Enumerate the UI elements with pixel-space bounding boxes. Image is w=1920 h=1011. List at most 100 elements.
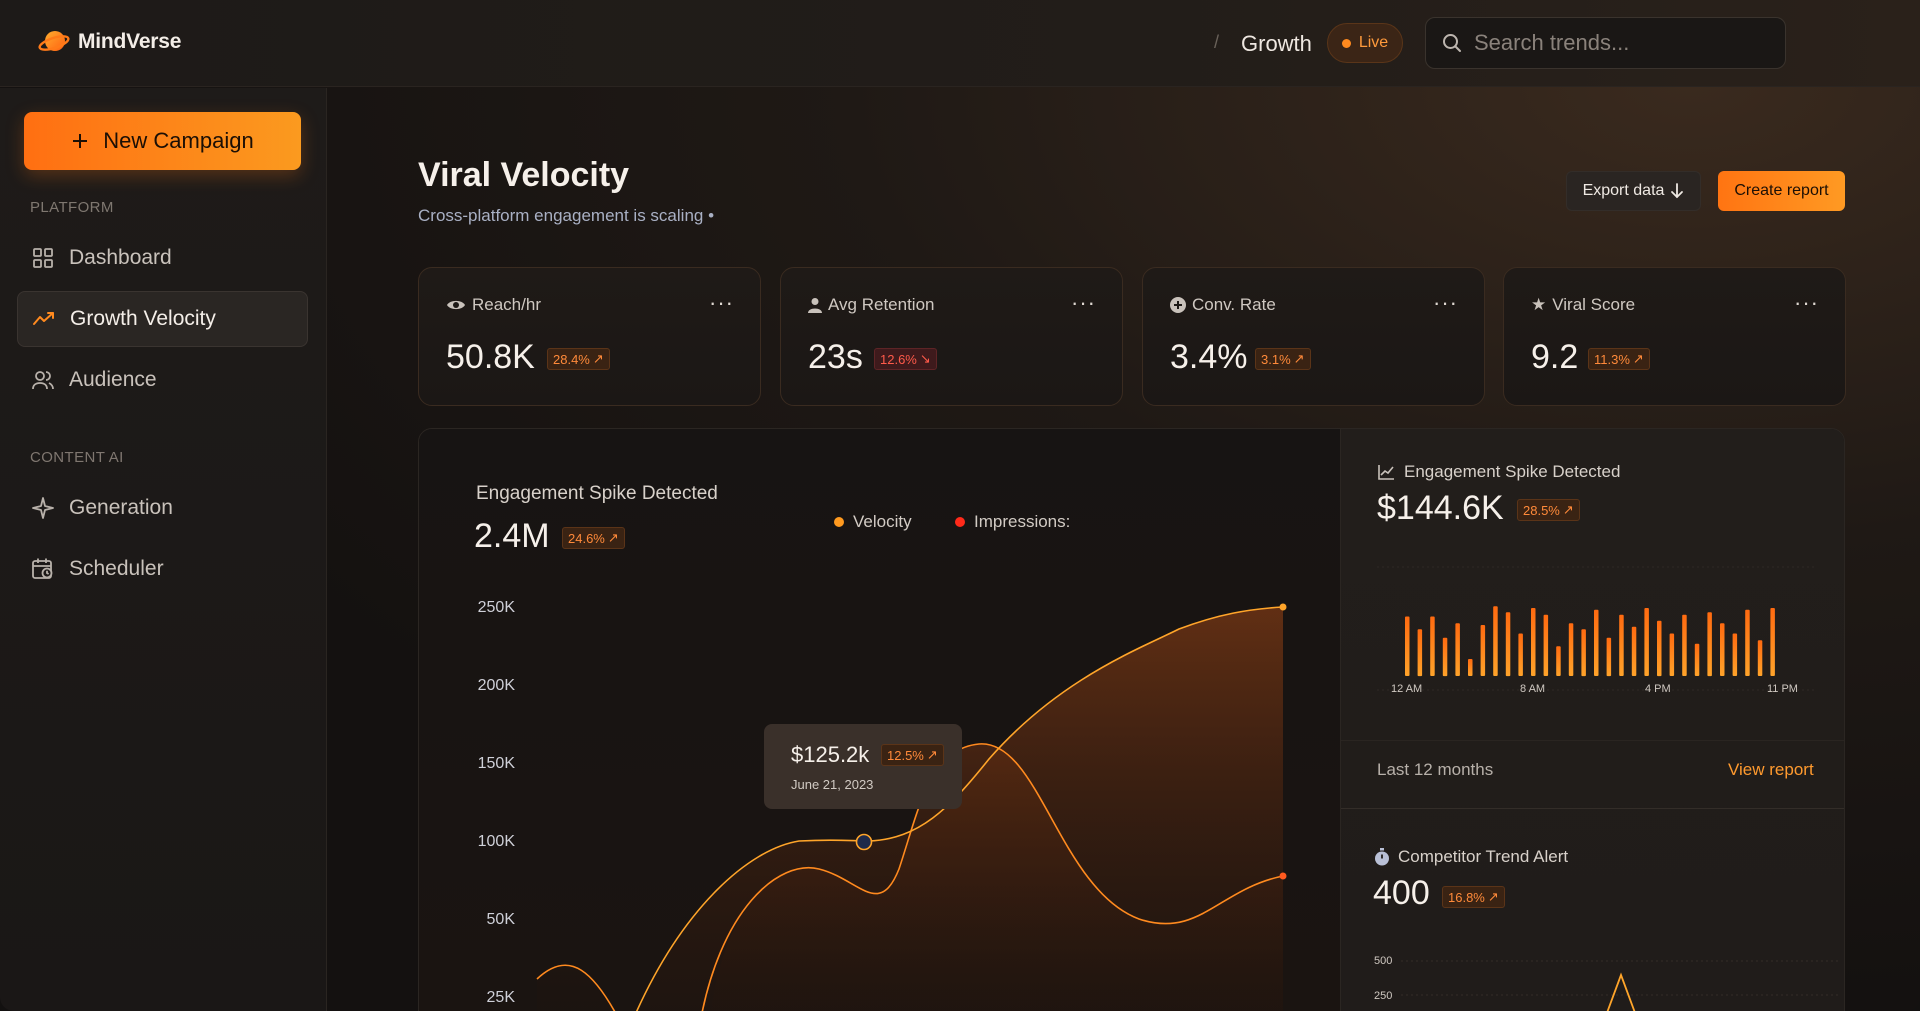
kpi-change: 11.3% — [1594, 351, 1630, 367]
search-icon — [1443, 34, 1461, 52]
hourly-bar[interactable] — [1720, 623, 1725, 676]
more-icon[interactable]: ··· — [1071, 290, 1096, 315]
chart-panel: Engagement Spike Detected 2.4M 24.6% ↗ V… — [418, 428, 1845, 1011]
create-report-button[interactable]: Create report — [1718, 171, 1845, 211]
hourly-bar[interactable] — [1606, 637, 1612, 677]
eye-icon — [447, 300, 465, 310]
export-data-button[interactable]: Export data — [1566, 171, 1701, 211]
y-tick-label: 50K — [486, 911, 515, 928]
calendar-clock-icon — [31, 557, 55, 581]
hourly-bar[interactable] — [1543, 614, 1549, 676]
legend-label: Velocity — [853, 512, 912, 531]
hourly-bar[interactable] — [1631, 626, 1637, 676]
right-panel: Engagement Spike Detected $144.6K 28.5% … — [1340, 429, 1844, 1011]
hourly-bar[interactable] — [1417, 629, 1423, 677]
breadcrumb-separator: / — [1214, 32, 1220, 52]
hourly-bar[interactable] — [1657, 620, 1662, 677]
hourly-bar[interactable] — [1770, 608, 1775, 676]
hourly-bar[interactable] — [1493, 606, 1498, 676]
hourly-bar-chart — [1377, 566, 1817, 691]
chart-tooltip: $125.2k 12.5% ↗ June 21, 2023 — [764, 724, 962, 809]
hourly-bar[interactable] — [1594, 609, 1599, 676]
section-label-content-ai: CONTENT AI — [30, 449, 124, 466]
tooltip-change-badge: 12.5% ↗ — [881, 744, 944, 766]
spike-card-value: $144.6K — [1377, 489, 1504, 527]
live-badge[interactable]: Live — [1327, 23, 1403, 63]
chart-value: 2.4M — [474, 517, 550, 555]
hourly-bar[interactable] — [1581, 629, 1586, 677]
x-tick-label: 12 AM — [1391, 683, 1423, 695]
arrow-up-right-icon: ↗ — [607, 530, 619, 545]
hourly-bar[interactable] — [1694, 643, 1700, 676]
plus-icon — [73, 134, 88, 148]
hourly-bar[interactable] — [1505, 612, 1511, 677]
y-tick-label: 500 — [1374, 955, 1393, 967]
kpi-label: Reach/hr — [472, 295, 541, 314]
hourly-bar[interactable] — [1556, 646, 1561, 676]
divider — [1341, 808, 1844, 809]
view-report-link[interactable]: View report — [1728, 760, 1814, 779]
person-icon — [808, 298, 822, 313]
arrow-down-right-icon: ↘ — [919, 351, 931, 366]
competitor-line-chart — [1401, 960, 1841, 1011]
kpi-change-badge: 12.6% ↘ — [874, 348, 937, 370]
chart-change-badge: 24.6% ↗ — [562, 527, 625, 549]
new-campaign-button[interactable]: New Campaign — [24, 112, 301, 170]
hover-point — [855, 833, 873, 851]
spike-card-header: Engagement Spike Detected — [1378, 462, 1620, 482]
sidebar-item-dashboard[interactable]: Dashboard — [17, 230, 308, 286]
hourly-bar[interactable] — [1682, 614, 1687, 676]
plus-circle-icon — [1170, 297, 1186, 313]
kpi-card-viral-score: ★ Viral Score ··· 9.2 11.3% ↗ — [1503, 267, 1846, 406]
spike-card-title: Engagement Spike Detected — [1404, 462, 1621, 481]
search-input[interactable] — [1474, 30, 1764, 56]
hourly-bar[interactable] — [1531, 608, 1536, 676]
arrow-up-right-icon: ↗ — [1632, 351, 1644, 366]
kpi-label: Conv. Rate — [1192, 295, 1276, 314]
kpi-change-badge: 28.4% ↗ — [547, 348, 610, 370]
sidebar-item-scheduler[interactable]: Scheduler — [17, 541, 308, 597]
kpi-change: 3.1% — [1261, 351, 1291, 367]
hourly-bar[interactable] — [1405, 616, 1410, 677]
legend-impressions[interactable]: Impressions: — [955, 512, 1070, 532]
page-title: Viral Velocity — [418, 156, 630, 194]
kpi-value: 9.2 — [1531, 338, 1579, 376]
hourly-bar[interactable] — [1757, 640, 1763, 676]
hourly-bar[interactable] — [1480, 625, 1486, 676]
hourly-bar[interactable] — [1518, 633, 1523, 677]
engagement-area-chart — [536, 603, 1287, 1011]
hourly-bar[interactable] — [1669, 633, 1675, 677]
legend-dot-icon — [834, 517, 844, 527]
more-icon[interactable]: ··· — [1433, 290, 1458, 315]
hourly-bar[interactable] — [1732, 633, 1738, 677]
sidebar-item-audience[interactable]: Audience — [17, 352, 308, 408]
spike-change: 28.5% — [1523, 502, 1560, 518]
sidebar-item-growth-velocity[interactable]: Growth Velocity — [17, 291, 308, 347]
hourly-bar[interactable] — [1644, 608, 1649, 676]
hourly-bar[interactable] — [1442, 637, 1448, 677]
hourly-bar[interactable] — [1745, 609, 1750, 676]
hourly-bar[interactable] — [1455, 623, 1460, 676]
live-label: Live — [1358, 34, 1389, 51]
hourly-bar[interactable] — [1707, 612, 1712, 677]
sidebar: New Campaign PLATFORM Dashboard Growth V… — [0, 88, 327, 1011]
hourly-bar[interactable] — [1619, 614, 1624, 676]
tooltip-change: 12.5% — [887, 747, 924, 763]
logo[interactable]: MindVerse — [38, 28, 181, 56]
more-icon[interactable]: ··· — [709, 290, 734, 315]
legend-dot-icon — [955, 517, 965, 527]
search-box[interactable] — [1425, 17, 1786, 69]
legend-velocity[interactable]: Velocity — [834, 512, 912, 532]
hourly-bar[interactable] — [1430, 616, 1435, 677]
sidebar-item-generation[interactable]: Generation — [17, 480, 308, 536]
kpi-label: Viral Score — [1552, 295, 1636, 314]
breadcrumb-current[interactable]: Growth — [1241, 31, 1312, 56]
grid-icon — [31, 246, 55, 270]
kpi-change-badge: 3.1% ↗ — [1255, 348, 1311, 370]
sidebar-item-label: Audience — [69, 368, 157, 391]
hourly-bar[interactable] — [1568, 623, 1574, 676]
more-icon[interactable]: ··· — [1794, 290, 1819, 315]
legend-label: Impressions: — [974, 512, 1071, 531]
hourly-bar[interactable] — [1468, 659, 1473, 676]
